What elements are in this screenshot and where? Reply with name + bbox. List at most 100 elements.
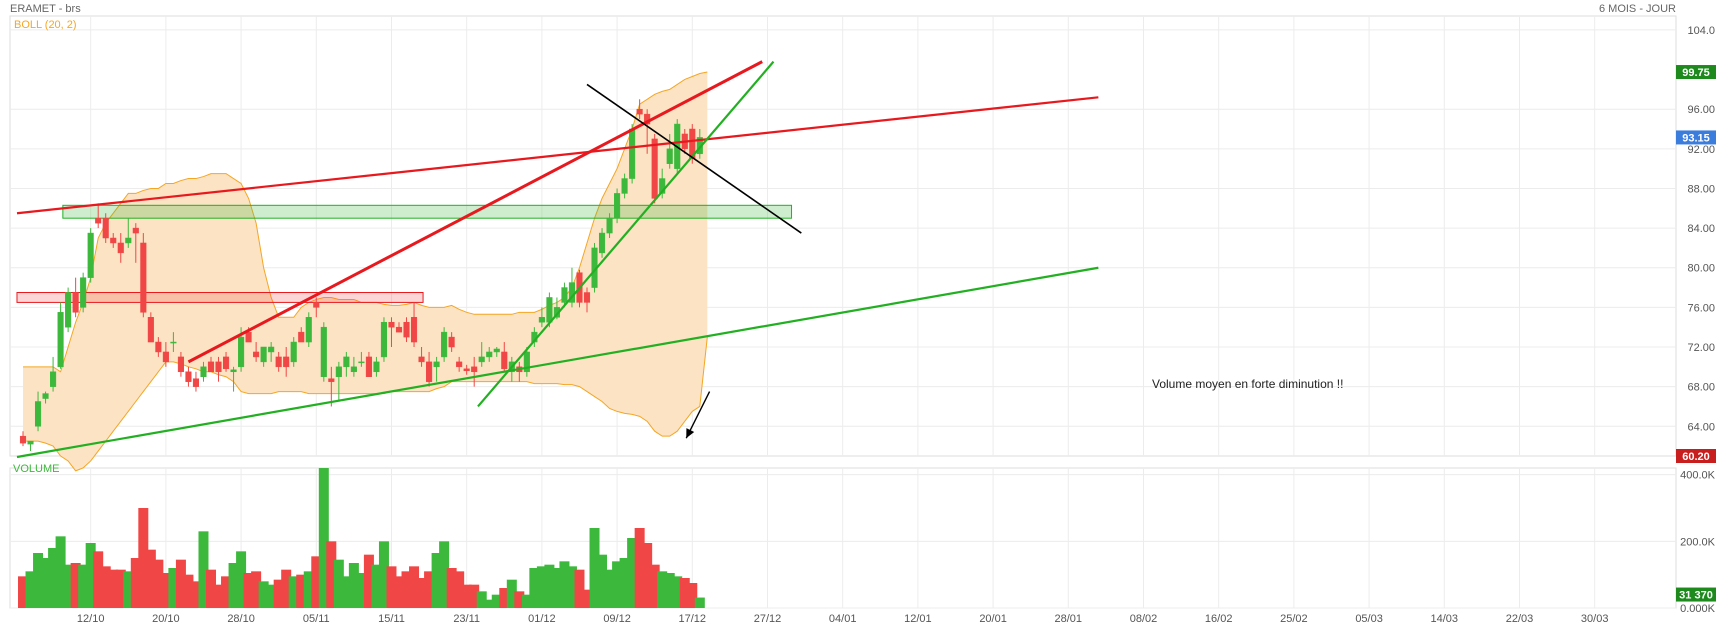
candle-down	[117, 242, 124, 254]
candle-up	[441, 331, 448, 358]
candle-down	[501, 351, 508, 370]
volume-bar-down	[273, 579, 284, 608]
candle-down	[365, 356, 372, 377]
candle-up	[614, 193, 621, 219]
volume-bar-down	[687, 583, 698, 608]
candle-down	[636, 108, 643, 115]
volume-bar-down	[213, 584, 224, 608]
volume-bar-down	[130, 558, 141, 608]
volume-bar-up	[40, 558, 51, 608]
candle-down	[222, 356, 230, 370]
volume-label: VOLUME	[13, 463, 60, 475]
candle-up	[260, 346, 267, 363]
high-price-tag-bg	[1676, 65, 1716, 80]
candle-down	[132, 227, 139, 234]
date-tick-label: 20/01	[979, 613, 1007, 625]
candle-up	[350, 366, 357, 373]
volume-bar-down	[401, 571, 412, 608]
bollinger-band	[23, 71, 708, 472]
price-tick-label: 72.00	[1687, 342, 1715, 354]
volume-bar-up	[78, 564, 89, 608]
candle-down	[72, 292, 79, 313]
volume-bar-up	[566, 566, 577, 608]
candlesticks	[19, 99, 703, 452]
bollinger-fill	[23, 72, 708, 471]
volume-bar-down	[251, 571, 262, 608]
last-volume-tag-bg	[1676, 587, 1716, 602]
volume-bar-up	[491, 594, 502, 608]
volume-bar-up	[506, 579, 517, 608]
volume-bar-down	[386, 566, 397, 608]
candle-down	[313, 302, 320, 308]
volume-bar-down	[160, 573, 171, 608]
candle-down	[328, 378, 335, 382]
volume-bar-up	[439, 541, 450, 608]
volume-bar-up	[63, 564, 74, 608]
volume-bar-down	[409, 566, 420, 608]
trend-lines	[16, 60, 1099, 459]
volume-bar-down	[93, 551, 104, 608]
volume-bar-down	[18, 576, 28, 608]
candle-up	[621, 178, 628, 194]
candle-down	[245, 331, 252, 343]
green-zone	[62, 204, 793, 219]
volume-bar-up	[198, 531, 209, 608]
candle-down	[147, 317, 154, 343]
volume-bar-down	[514, 591, 525, 608]
red-zone	[16, 292, 424, 303]
instrument-title: ERAMET - brs	[10, 3, 81, 15]
date-tick-label: 05/03	[1355, 613, 1383, 625]
candle-up	[598, 232, 606, 254]
candle-down	[185, 371, 192, 382]
volume-bar-down	[206, 569, 216, 608]
volume-bar-down	[70, 563, 81, 608]
candle-up	[230, 369, 237, 373]
period-label[interactable]: 6 MOIS - JOUR	[1598, 3, 1676, 15]
volume-bar-down	[115, 569, 126, 608]
candle-down	[463, 368, 470, 372]
candle-up	[80, 277, 87, 308]
candle-up	[65, 292, 72, 328]
volume-bar-up	[348, 563, 359, 608]
volume-bar-down	[454, 571, 465, 608]
candle-down	[215, 361, 222, 373]
volume-bar-down	[424, 571, 435, 608]
date-tick-label: 30/03	[1581, 613, 1609, 625]
volume-axis: 400.0K 200.0K 0.000K	[1680, 470, 1716, 615]
volume-bar-up	[612, 561, 623, 608]
volume-bar-up	[356, 573, 367, 608]
candle-up	[606, 217, 613, 234]
candle-up	[629, 128, 636, 179]
volume-bar-up	[551, 568, 562, 608]
candle-up	[305, 317, 312, 343]
volume-bar-down	[153, 559, 164, 608]
volume-bar-down	[221, 576, 232, 608]
candle-down	[95, 217, 102, 224]
volume-bar-up	[597, 554, 608, 608]
red-trend-line	[187, 60, 763, 364]
date-tick-label: 09/12	[603, 613, 631, 625]
date-tick-label: 23/11	[453, 613, 480, 625]
volume-bar-up	[258, 581, 269, 608]
price-tick-label: 68.00	[1687, 382, 1715, 394]
date-tick-label: 15/11	[378, 613, 405, 625]
green-trend-line	[16, 266, 1099, 459]
candle-down	[689, 128, 696, 159]
last-price-tag: 93.15	[1682, 132, 1710, 144]
price-tick-label: 104.0	[1687, 25, 1715, 37]
volume-bar-up	[431, 553, 442, 608]
candle-down	[395, 326, 403, 333]
candle-down	[177, 356, 184, 373]
volume-bar-down	[642, 543, 653, 608]
volume-bar-up	[544, 564, 555, 608]
candle-down	[471, 366, 478, 373]
volume-bar-up	[168, 568, 179, 608]
date-tick-label: 14/03	[1431, 613, 1459, 625]
volume-bar-up	[333, 559, 344, 608]
volume-bar-up	[627, 538, 638, 608]
candle-up	[343, 356, 350, 368]
volume-bar-down	[183, 574, 194, 608]
volume-bar-up	[484, 599, 495, 608]
candle-down	[583, 292, 591, 303]
